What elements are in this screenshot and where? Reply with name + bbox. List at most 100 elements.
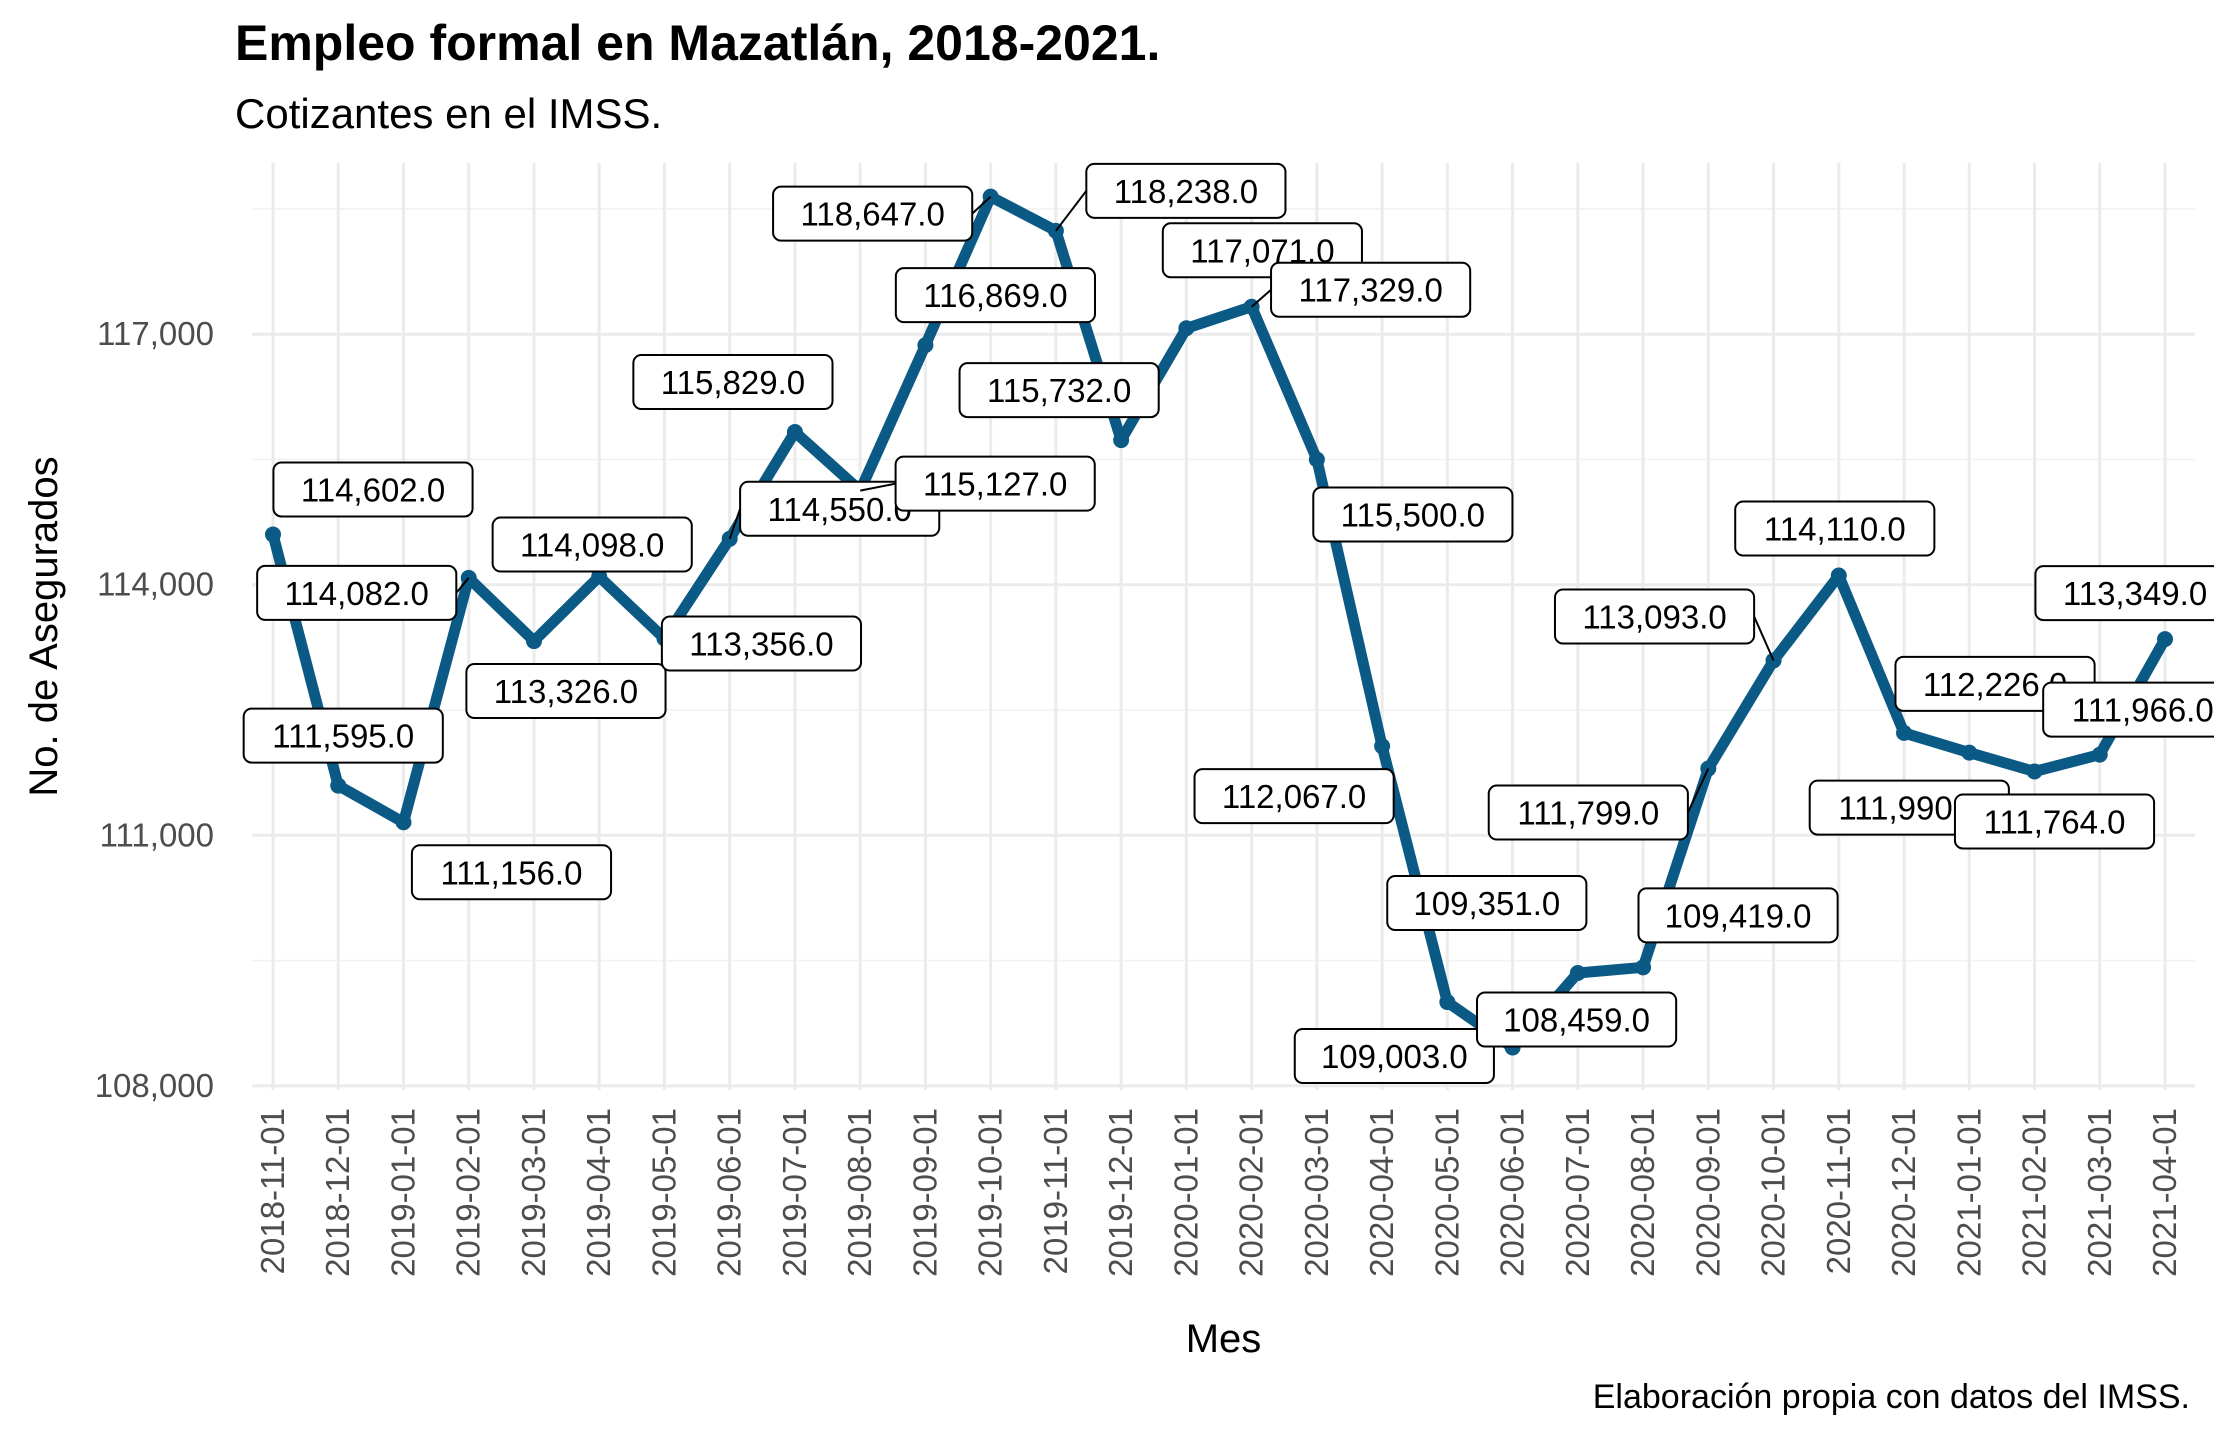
data-label-text: 113,349.0: [2063, 575, 2207, 612]
data-label: 115,127.0: [859, 455, 1096, 512]
data-label: 111,966.0: [2042, 681, 2214, 738]
data-label: 115,829.0: [632, 353, 834, 410]
data-label-box: [465, 663, 667, 720]
data-label: 111,156.0: [410, 844, 613, 901]
data-label: 115,500.0: [1312, 486, 1514, 543]
x-tick-label: 2020-07-01: [1559, 1108, 1596, 1277]
data-label: 113,356.0: [660, 615, 863, 672]
label-leader: [728, 508, 742, 540]
data-point: [1178, 320, 1195, 337]
x-tick-label: 2019-11-01: [1037, 1108, 1074, 1274]
data-point: [1439, 994, 1456, 1011]
series-line: [267, 191, 2171, 1053]
data-label-box: [772, 185, 974, 242]
data-label-text: 113,326.0: [494, 673, 638, 710]
data-label-text: 109,419.0: [1665, 897, 1812, 934]
x-tick-label: 2019-09-01: [906, 1108, 943, 1277]
x-tick-label: 2020-05-01: [1428, 1108, 1465, 1277]
data-label-text: 114,098.0: [520, 527, 664, 564]
data-point: [786, 423, 803, 440]
data-point: [265, 526, 281, 543]
data-label-text: 111,595.0: [272, 718, 414, 755]
chart-caption: Elaboración propia con datos del IMSS.: [1592, 1378, 2190, 1416]
data-label-text: 112,067.0: [1222, 778, 1366, 815]
data-label-text: 114,082.0: [285, 575, 429, 612]
x-tick-label: 2020-02-01: [1233, 1108, 1270, 1277]
data-label-box: [1953, 793, 2156, 850]
x-tick-label: 2019-01-01: [384, 1108, 421, 1277]
data-label-text: 111,156.0: [441, 854, 583, 891]
data-point: [1374, 738, 1391, 755]
y-tick-label: 114,000: [97, 566, 214, 603]
x-tick-label: 2020-04-01: [1363, 1108, 1400, 1277]
x-tick-label: 2020-08-01: [1624, 1108, 1661, 1277]
data-label-box: [958, 362, 1160, 419]
x-tick-label: 2020-12-01: [1885, 1108, 1922, 1277]
data-point: [395, 814, 412, 831]
label-leader: [859, 482, 896, 492]
data-label-text: 111,764.0: [1984, 803, 2126, 840]
data-label-text: 115,829.0: [661, 364, 805, 401]
x-axis: 2018-11-01 2018-12-01 2019-01-01 2019-02-01…: [254, 1108, 2183, 1277]
label-leader: [1250, 288, 1272, 308]
x-tick-label: 2020-09-01: [1689, 1108, 1726, 1277]
data-label: 114,082.0: [256, 564, 470, 621]
x-tick-label: 2019-05-01: [645, 1108, 682, 1277]
data-label-box: [1312, 486, 1514, 543]
label-leader: [455, 577, 470, 594]
data-label: 118,238.0: [1055, 162, 1287, 232]
data-label-box: [1193, 768, 1395, 825]
x-tick-label: 2021-03-01: [2081, 1108, 2118, 1277]
x-tick-label: 2019-12-01: [1102, 1108, 1139, 1277]
data-label: 116,869.0: [894, 267, 1096, 324]
x-tick-label: 2019-06-01: [711, 1108, 748, 1277]
data-label: 113,093.0: [1553, 588, 1775, 661]
data-labels: 114,602.0 111,595.0 111,156.0 114,082.0 113,…: [242, 162, 2214, 1085]
data-point: [1308, 451, 1325, 468]
x-tick-label: 2019-03-01: [515, 1108, 552, 1277]
data-label-box: [242, 707, 444, 764]
data-label-text: 109,003.0: [1321, 1038, 1468, 1075]
data-label-text: 113,093.0: [1582, 598, 1726, 635]
data-point: [330, 777, 347, 794]
chart-subtitle: Cotizantes en el IMSS.: [235, 90, 663, 137]
data-label: 114,602.0: [272, 461, 474, 518]
data-point: [1569, 964, 1586, 981]
data-point: [1896, 724, 1913, 741]
data-label: 111,799.0: [1487, 768, 1710, 841]
data-point: [1635, 959, 1652, 976]
data-point: [2026, 763, 2043, 780]
label-leader: [1686, 768, 1710, 813]
data-label-box: [1553, 588, 1756, 645]
data-label-text: 118,238.0: [1114, 173, 1258, 210]
x-tick-label: 2019-10-01: [972, 1108, 1009, 1277]
x-axis-title: Mes: [1186, 1317, 1262, 1361]
data-point: [917, 337, 934, 354]
data-label: 108,459.0: [1476, 991, 1678, 1048]
x-tick-label: 2021-04-01: [2146, 1108, 2183, 1277]
data-label-text: 118,647.0: [800, 196, 944, 233]
x-tick-label: 2020-11-01: [1820, 1108, 1857, 1274]
y-axis: 108,000 111,000 114,000 117,000: [95, 315, 214, 1104]
chart-title: Empleo formal en Mazatlán, 2018-2021.: [235, 15, 1161, 71]
data-label-text: 116,869.0: [923, 277, 1067, 314]
data-point: [1961, 744, 1978, 761]
data-label-box: [2034, 565, 2214, 622]
data-label-box: [1085, 162, 1287, 219]
data-label-box: [1270, 261, 1472, 318]
data-label-text: 117,329.0: [1298, 272, 1442, 309]
data-point: [2157, 631, 2173, 648]
data-label-box: [1386, 874, 1588, 931]
data-label-box: [410, 844, 613, 901]
data-label-box: [1734, 500, 1936, 557]
data-label-box: [1487, 784, 1689, 841]
data-label: 111,764.0: [1953, 793, 2156, 850]
label-leader: [1055, 190, 1088, 232]
data-label-box: [1476, 991, 1678, 1048]
x-tick-label: 2020-03-01: [1298, 1108, 1335, 1277]
data-label-box: [2042, 681, 2214, 738]
data-label-text: 113,356.0: [689, 626, 833, 663]
data-label-box: [1637, 887, 1839, 944]
x-tick-label: 2019-02-01: [450, 1108, 487, 1277]
